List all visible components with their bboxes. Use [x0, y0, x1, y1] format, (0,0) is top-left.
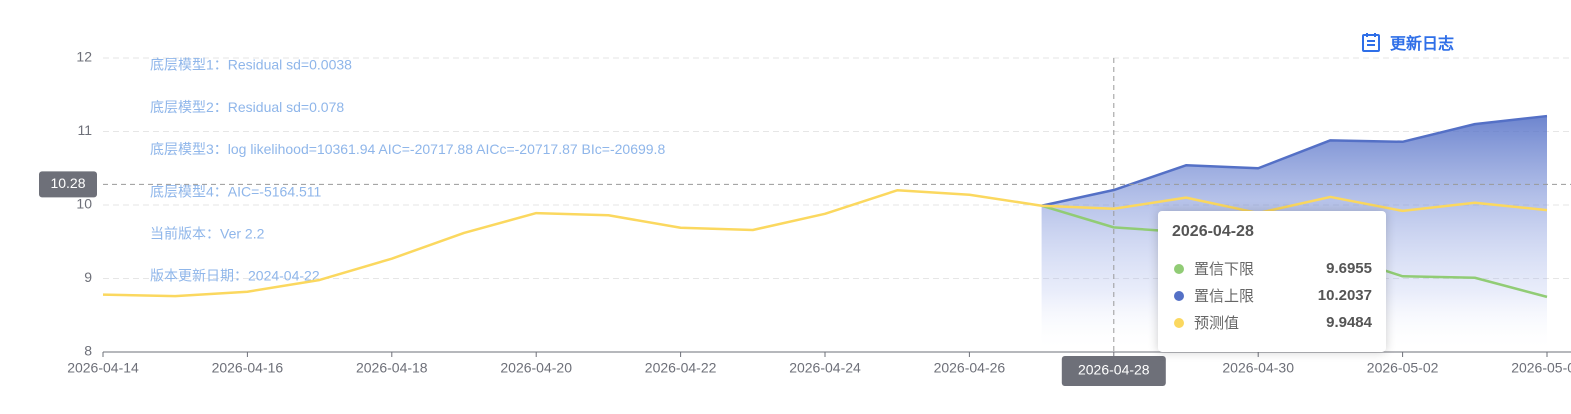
x-tick-label: 2026-04-26: [934, 360, 1006, 376]
annotation: 底层模型1：Residual sd=0.0038: [150, 57, 352, 73]
annotation: 底层模型2：Residual sd=0.078: [150, 99, 344, 115]
tooltip-dot: [1174, 290, 1184, 301]
tooltip-value: 10.2037: [1317, 287, 1372, 304]
x-tick-label: 2026-04-24: [789, 360, 861, 376]
crosshair-y-label: 10.28: [50, 175, 85, 191]
x-tick-label: 2026-05-04: [1511, 360, 1571, 376]
annotation: 当前版本：Ver 2.2: [150, 226, 265, 242]
tooltip-value: 9.6955: [1326, 260, 1372, 277]
y-tick-label: 10: [76, 196, 92, 212]
x-tick-label: 2026-04-22: [645, 360, 717, 376]
y-tick-label: 8: [84, 343, 92, 359]
tooltip: 2026-04-28 置信下限 9.6955 置信上限 10.2037 预测值 9.948…: [1158, 211, 1386, 352]
x-tick-label: 2026-04-18: [356, 360, 428, 376]
x-tick-label: 2026-05-02: [1367, 360, 1439, 376]
annotation: 版本更新日期：2024-04-22: [150, 268, 320, 284]
annotation: 底层模型4：AIC=-5164.511: [150, 183, 322, 199]
update-log-button[interactable]: 更新日志: [1360, 30, 1454, 54]
series-line: [102, 189, 1548, 298]
tooltip-title: 2026-04-28: [1172, 223, 1254, 240]
tooltip-row: 置信上限 10.2037: [1172, 282, 1372, 309]
y-tick-label: 11: [77, 122, 92, 138]
tooltip-dot: [1174, 263, 1184, 274]
x-tick-label: 2026-04-30: [1222, 360, 1294, 376]
tooltip-name: 置信下限: [1194, 261, 1255, 278]
tooltip-row: 置信下限 9.6955: [1172, 255, 1372, 282]
tooltip-name: 预测值: [1194, 315, 1240, 332]
tooltip-row: 预测值 9.9484: [1172, 309, 1372, 336]
button-label: 更新日志: [1390, 36, 1455, 53]
tooltip-dot: [1174, 317, 1184, 328]
tooltip-name: 置信上限: [1194, 288, 1255, 305]
tooltip-value: 9.9484: [1326, 314, 1372, 331]
annotation: 底层模型3：log likelihood=10361.94 AIC=-20717…: [150, 141, 665, 157]
crosshair-x-box: [1061, 356, 1166, 386]
x-tick-label: 2026-04-14: [67, 360, 139, 376]
y-tick-label: 12: [76, 49, 92, 65]
x-tick-label: 2026-04-20: [500, 360, 572, 376]
x-tick-label: 2026-04-16: [212, 360, 284, 376]
crosshair-x-label: 2026-04-28: [1078, 362, 1150, 378]
y-tick-label: 9: [84, 269, 92, 285]
log-icon: [1362, 33, 1380, 52]
series-line: [1041, 114, 1548, 207]
crosshair-y-box: [39, 171, 97, 198]
